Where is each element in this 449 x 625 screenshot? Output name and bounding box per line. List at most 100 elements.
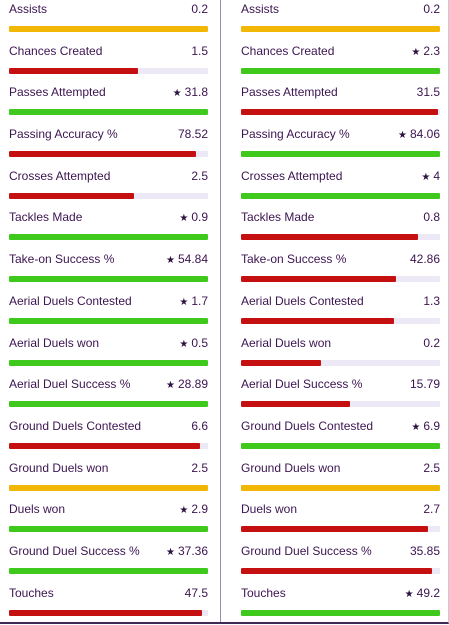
stat-value: ★ 54.84	[166, 252, 208, 268]
star-icon: ★	[179, 338, 189, 350]
stat-value: ★ 1.7	[179, 294, 208, 310]
stat-bar-track	[9, 317, 208, 324]
stat-bar-track	[241, 609, 440, 616]
stat-number: 42.86	[409, 252, 440, 267]
stat-row: Aerial Duels won 0.2	[241, 334, 440, 376]
stat-bar-fill	[9, 109, 208, 116]
stat-label: Take-on Success %	[9, 252, 115, 267]
stat-number: 0.5	[191, 335, 208, 350]
stat-value: 78.52	[178, 127, 208, 141]
stat-bar-track	[9, 67, 208, 74]
stat-row: Passes Attempted 31.5	[241, 83, 440, 125]
stat-number: 31.8	[184, 85, 208, 100]
star-icon: ★	[166, 546, 175, 558]
stat-value: 31.5	[417, 85, 440, 99]
stat-row: Duels won ★ 2.9	[9, 500, 208, 542]
stat-label: Crosses Attempted	[9, 168, 111, 183]
stat-number: 28.89	[177, 377, 208, 392]
stat-value: ★ 31.8	[173, 85, 208, 101]
stat-bar-track	[241, 67, 440, 74]
stat-value: ★ 84.06	[398, 127, 440, 143]
stat-bar-fill	[9, 442, 201, 449]
stat-value: 6.6	[191, 419, 208, 433]
stat-number: 2.9	[191, 502, 208, 517]
stat-label: Aerial Duels Contested	[241, 293, 364, 308]
stat-row: Duels won 2.7	[241, 500, 440, 542]
stat-bar-track	[9, 359, 208, 366]
stat-value: 2.5	[423, 461, 440, 475]
stat-bar-fill	[9, 359, 208, 366]
stat-row: Passing Accuracy % ★ 84.06	[241, 125, 440, 167]
stat-bar-fill	[9, 609, 203, 616]
stat-label: Passing Accuracy %	[241, 127, 350, 142]
stat-bar-fill	[241, 109, 438, 116]
stat-number: 2.5	[423, 460, 440, 475]
stat-bar-track	[241, 401, 440, 408]
stat-value: 0.2	[423, 336, 440, 350]
star-icon: ★	[179, 213, 189, 225]
stat-bar-fill	[9, 276, 208, 283]
stat-number: 0.2	[423, 335, 440, 350]
stat-row: Take-on Success % 42.86	[241, 250, 440, 292]
stat-value: 2.5	[191, 461, 208, 475]
stat-number: 47.5	[184, 585, 208, 600]
stat-row: Passing Accuracy % 78.52	[9, 125, 208, 167]
stat-bar-track	[9, 26, 208, 32]
stat-number: 6.6	[191, 418, 208, 433]
stat-row: Ground Duels Contested 6.6	[9, 417, 208, 459]
star-icon: ★	[421, 171, 431, 183]
stat-label: Aerial Duels won	[9, 335, 100, 350]
stat-row: Touches 47.5	[9, 584, 208, 625]
star-icon: ★	[179, 296, 189, 308]
stat-label: Ground Duels Contested	[9, 418, 142, 433]
stat-bar-track	[9, 567, 208, 574]
stat-label: Tackles Made	[9, 210, 83, 225]
stat-bar-fill	[241, 609, 440, 616]
stat-row: Assists 0.2	[241, 0, 440, 42]
stat-row: Ground Duels won 2.5	[9, 459, 208, 501]
stat-label: Aerial Duels won	[241, 335, 332, 350]
stat-bar-fill	[241, 26, 440, 32]
stat-bar-track	[241, 442, 440, 449]
stat-value: 15.79	[410, 377, 440, 391]
stat-bar-track	[241, 484, 440, 491]
stat-value: 2.5	[191, 169, 208, 183]
stat-row: Passes Attempted ★ 31.8	[9, 83, 208, 125]
stat-value: 0.8	[423, 210, 440, 224]
stat-label: Chances Created	[9, 43, 103, 58]
stat-bar-fill	[9, 151, 197, 158]
stat-bar-fill	[241, 484, 440, 491]
stat-bar-fill	[9, 67, 139, 74]
stat-value: ★ 2.9	[179, 502, 208, 518]
stat-row: Aerial Duel Success % 15.79	[241, 375, 440, 417]
stat-bar-track	[241, 26, 440, 32]
stat-number: 0.2	[191, 2, 208, 16]
stat-label: Take-on Success %	[241, 252, 347, 267]
stat-bar-track	[9, 151, 208, 158]
stat-number: 1.5	[191, 43, 208, 58]
stat-bar-track	[241, 109, 440, 116]
stat-number: 0.8	[423, 210, 440, 225]
stat-number: 31.5	[416, 85, 440, 100]
stat-row: Crosses Attempted 2.5	[9, 167, 208, 209]
right-player-stats: Assists 0.2 Chances Created ★ 2.3 Passes Atte…	[241, 0, 440, 624]
stat-row: Chances Created 1.5	[9, 42, 208, 84]
stat-value: ★ 0.5	[179, 336, 208, 352]
stat-bar-fill	[241, 192, 440, 199]
stat-bar-track	[9, 609, 208, 616]
stat-value: 1.3	[423, 294, 440, 308]
stat-value: ★ 49.2	[405, 586, 440, 602]
star-icon: ★	[179, 505, 189, 517]
stat-label: Ground Duels won	[9, 460, 109, 475]
stat-bar-fill	[9, 484, 208, 491]
stat-label: Ground Duel Success %	[9, 543, 140, 558]
stat-label: Ground Duels Contested	[241, 418, 374, 433]
stat-row: Tackles Made ★ 0.9	[9, 208, 208, 250]
stat-row: Ground Duels won 2.5	[241, 459, 440, 501]
stat-bar-track	[241, 234, 440, 241]
stat-number: 15.79	[409, 377, 440, 392]
stat-row: Aerial Duels Contested ★ 1.7	[9, 292, 208, 334]
stat-label: Passes Attempted	[241, 85, 338, 100]
stat-value: 42.86	[410, 252, 440, 266]
